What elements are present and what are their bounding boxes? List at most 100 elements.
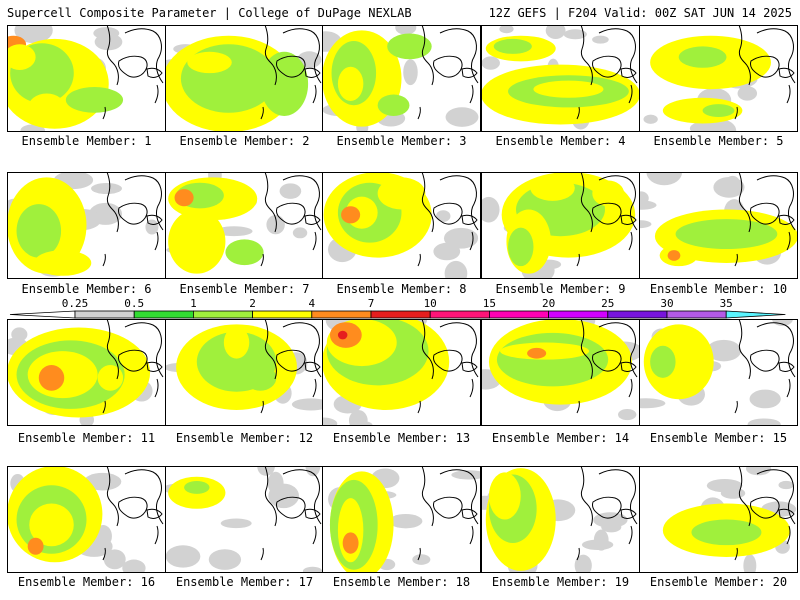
scp-field-map: [639, 319, 798, 426]
ensemble-member-map: [7, 172, 166, 279]
scp-field-map: [322, 172, 481, 279]
map-title: Supercell Composite Parameter | College …: [7, 6, 412, 20]
coastline: [276, 349, 306, 372]
coastline: [312, 525, 317, 545]
ensemble-member-label: Ensemble Member: 16: [17, 575, 156, 589]
coastline: [102, 547, 106, 561]
scp-contour-gray: [706, 339, 742, 362]
colorbar-swatch: [133, 310, 194, 319]
coastline: [592, 202, 622, 225]
scp-contour: [592, 180, 625, 207]
coastline: [421, 172, 434, 233]
coastline: [628, 231, 633, 251]
ensemble-member-label: Ensemble Member: 10: [649, 282, 788, 296]
scp-contour-gray: [433, 242, 461, 261]
scp-contour-gray: [122, 559, 146, 573]
ensemble-member-map: [322, 25, 481, 132]
coastline: [312, 84, 317, 104]
coastline: [461, 361, 478, 372]
coastline: [282, 322, 322, 378]
ensemble-member-map: [639, 25, 798, 132]
coastline: [628, 378, 633, 398]
colorbar-swatch: [725, 310, 786, 319]
scp-field-map: [322, 319, 481, 426]
coastline: [106, 466, 119, 527]
ensemble-member-label: Ensemble Member: 7: [179, 282, 310, 296]
scp-contour: [650, 345, 676, 378]
scp-contour-gray: [165, 545, 201, 568]
colorbar-swatch: [252, 310, 313, 319]
ensemble-member-map: [322, 466, 481, 573]
scp-contour-gray: [639, 398, 666, 409]
scp-contour-gray: [445, 107, 479, 127]
colorbar-swatch: [429, 310, 490, 319]
panel-border: [639, 319, 798, 426]
scp-contour-gray: [720, 487, 746, 499]
scp-contour-gray: [745, 466, 772, 476]
ensemble-member-map: [165, 319, 324, 426]
coastline: [580, 25, 593, 86]
scp-contour-gray: [563, 29, 587, 40]
ensemble-member-map: [7, 319, 166, 426]
coastline: [304, 214, 321, 225]
ensemble-member-label: Ensemble Member: 9: [495, 282, 626, 296]
coastline: [146, 214, 163, 225]
coastline: [102, 253, 106, 267]
ensemble-member-map: [639, 172, 798, 279]
scp-field-map: [7, 319, 166, 426]
coastline: [439, 469, 479, 525]
coastline: [738, 466, 751, 527]
scp-contour-gray: [403, 59, 418, 86]
scp-contour: [493, 38, 532, 54]
ensemble-member-map: [322, 319, 481, 426]
coastline: [580, 319, 593, 380]
coastline: [312, 231, 317, 251]
ensemble-member-map: [481, 466, 640, 573]
coastline: [461, 508, 478, 519]
coastline: [146, 361, 163, 372]
coastline: [778, 67, 795, 78]
colorbar-swatch: [311, 310, 372, 319]
coastline: [276, 55, 306, 78]
coastline: [124, 28, 164, 84]
scp-contour: [7, 44, 36, 70]
coastline: [750, 202, 780, 225]
coastline: [620, 214, 637, 225]
scp-contour: [377, 94, 410, 116]
scp-contour-gray: [305, 466, 321, 477]
coastline: [282, 175, 322, 231]
scp-contour: [184, 480, 210, 494]
coastline: [786, 525, 791, 545]
ensemble-member-map: [165, 25, 324, 132]
scp-contour-gray: [444, 260, 468, 279]
scp-contour-gray: [395, 25, 417, 35]
ensemble-member-label: Ensemble Member: 14: [491, 431, 630, 445]
coastline: [417, 253, 421, 267]
coastline: [734, 106, 738, 120]
scp-contour-gray: [481, 196, 500, 223]
scp-contour-gray: [91, 182, 122, 195]
scp-field-map: [481, 466, 640, 573]
panel-border: [322, 25, 481, 132]
ensemble-member-map: [481, 319, 640, 426]
coastline: [461, 67, 478, 78]
coastline: [124, 322, 164, 378]
coastline: [304, 508, 321, 519]
scp-contour-gray: [737, 86, 758, 101]
scp-contour-gray: [456, 230, 478, 245]
scp-contour-gray: [11, 327, 28, 342]
coastline: [469, 525, 474, 545]
coastline: [786, 84, 791, 104]
scp-contour-gray: [639, 220, 652, 229]
colorbar-level-label: 7: [368, 297, 375, 310]
coastline: [576, 547, 580, 561]
scp-contour: [27, 537, 44, 555]
scp-contour: [168, 209, 226, 274]
scp-contour: [702, 104, 735, 118]
coastline: [146, 508, 163, 519]
scp-contour-gray: [291, 398, 324, 411]
coastline: [598, 469, 638, 525]
scp-field-map: [322, 25, 481, 132]
scp-field-map: [165, 319, 324, 426]
coastline: [433, 202, 463, 225]
